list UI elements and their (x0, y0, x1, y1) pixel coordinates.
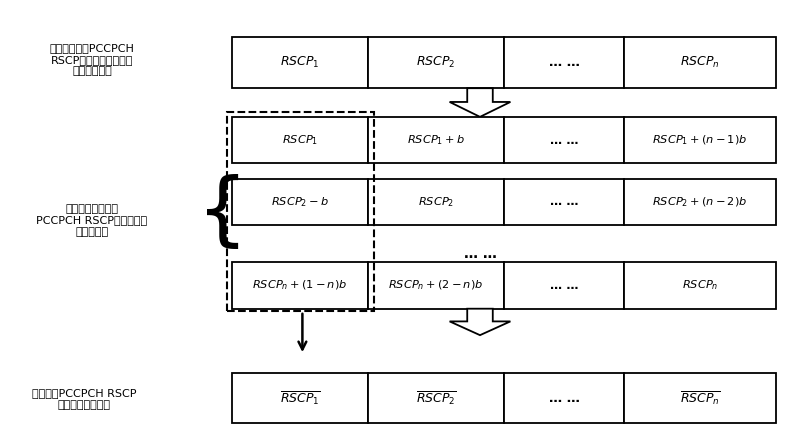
Bar (624, 373, 776, 423)
Text: … …: … … (549, 392, 579, 404)
Text: $RSCP_2+(n-2)b$: $RSCP_2+(n-2)b$ (652, 195, 748, 209)
Text: $RSCP_n$: $RSCP_n$ (682, 279, 718, 292)
Bar (232, 179, 368, 225)
Text: $\overline{RSCP_n}$: $\overline{RSCP_n}$ (680, 389, 720, 407)
Bar (504, 262, 624, 309)
Text: … …: … … (549, 56, 579, 69)
Text: 针对每个PCCPCH RSCP
值，取回归平均值: 针对每个PCCPCH RSCP 值，取回归平均值 (32, 389, 136, 410)
Text: … …: … … (463, 247, 497, 261)
Bar (227, 112, 374, 311)
Text: $RSCP_n+(2-n)b$: $RSCP_n+(2-n)b$ (389, 279, 483, 292)
Text: $RSCP_1+(n-1)b$: $RSCP_1+(n-1)b$ (652, 133, 748, 147)
Text: $\overline{RSCP_1}$: $\overline{RSCP_1}$ (279, 389, 321, 407)
Text: … …: … … (550, 195, 578, 208)
Bar (232, 262, 368, 309)
Text: $\overline{RSCP_2}$: $\overline{RSCP_2}$ (415, 389, 457, 407)
Bar (624, 117, 776, 163)
Text: $RSCP_2$: $RSCP_2$ (418, 195, 454, 209)
Text: {: { (197, 174, 248, 252)
Bar (368, 117, 504, 163)
Polygon shape (450, 88, 510, 117)
Text: $RSCP_2-b$: $RSCP_2-b$ (271, 195, 329, 209)
Bar (624, 262, 776, 309)
Bar (504, 373, 624, 423)
Text: $RSCP_n$: $RSCP_n$ (680, 55, 720, 71)
Bar (624, 37, 776, 88)
Bar (504, 37, 624, 88)
Bar (624, 179, 776, 225)
Bar (232, 117, 368, 163)
Bar (504, 117, 624, 163)
Text: 将选择的每个PCCPCH
RSCP值按照上报的时间
先后顺序排序: 将选择的每个PCCPCH RSCP值按照上报的时间 先后顺序排序 (50, 43, 134, 76)
Text: $RSCP_1+b$: $RSCP_1+b$ (407, 133, 465, 147)
Bar (368, 373, 504, 423)
Text: $RSCP_1$: $RSCP_1$ (280, 55, 320, 71)
Text: $RSCP_1$: $RSCP_1$ (282, 133, 318, 147)
Bar (232, 373, 368, 423)
Text: $RSCP_n+(1-n)b$: $RSCP_n+(1-n)b$ (253, 279, 347, 292)
Text: 针对排序后的每个
PCCPCH RSCP值，采用一
元回归分析: 针对排序后的每个 PCCPCH RSCP值，采用一 元回归分析 (37, 204, 147, 237)
Bar (368, 179, 504, 225)
Bar (368, 37, 504, 88)
Polygon shape (450, 309, 510, 335)
Text: $RSCP_2$: $RSCP_2$ (416, 55, 456, 71)
Text: … …: … … (550, 134, 578, 146)
Text: … …: … … (550, 279, 578, 292)
Bar (504, 179, 624, 225)
Bar (368, 262, 504, 309)
Bar (232, 37, 368, 88)
